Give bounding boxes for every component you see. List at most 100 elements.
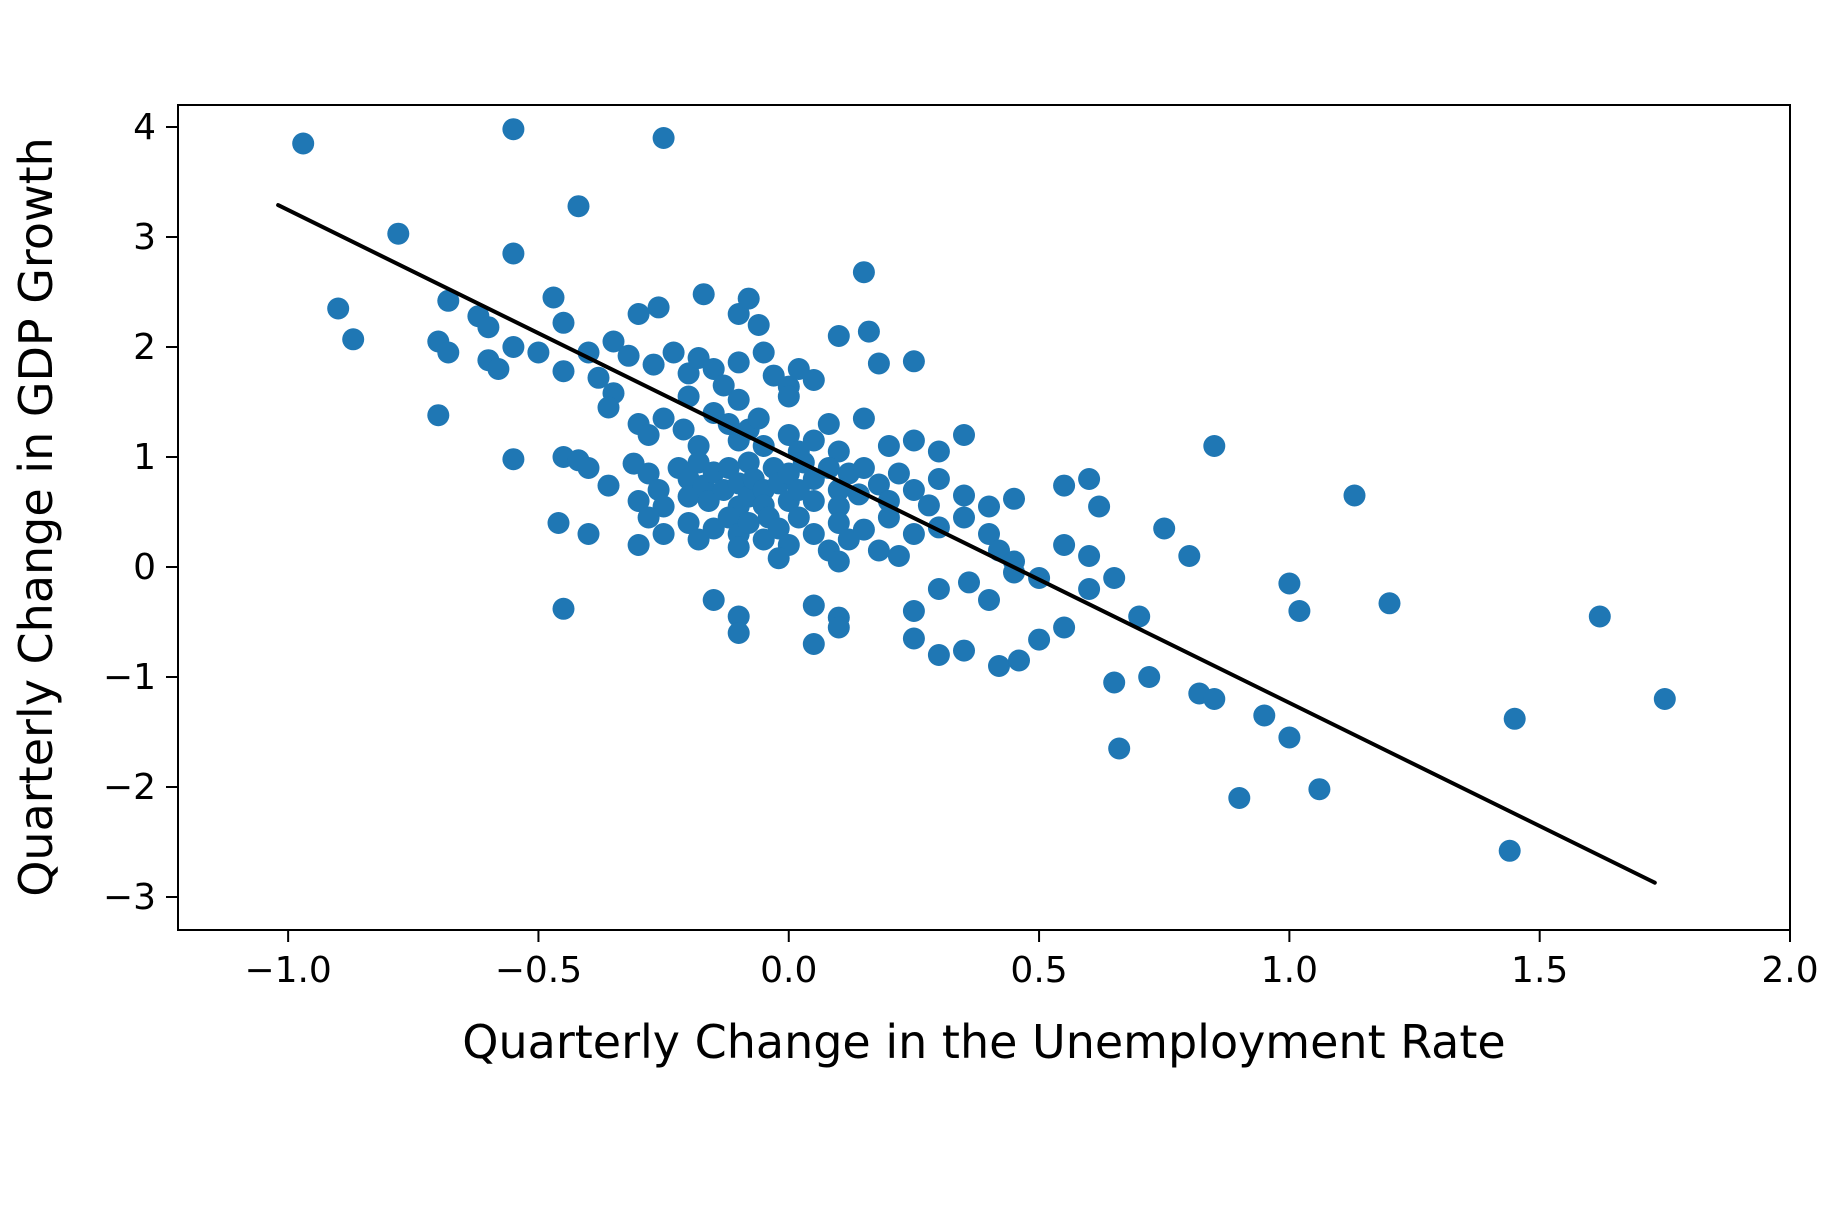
scatter-point (1203, 435, 1226, 457)
scatter-point (652, 127, 675, 149)
y-tick-label: 1 (133, 437, 156, 478)
scatter-point (677, 385, 700, 408)
scatter-point (677, 485, 700, 508)
scatter-point (802, 369, 825, 391)
scatter-point (597, 474, 620, 497)
scatter-point (958, 571, 980, 594)
scatter-point (652, 407, 675, 430)
plot-frame (177, 104, 1791, 931)
scatter-point (887, 545, 910, 567)
scatter-point (647, 479, 670, 501)
scatter-point (637, 462, 660, 485)
scatter-point (777, 385, 800, 408)
scatter-point (737, 512, 760, 534)
y-tick-label: 0 (133, 547, 156, 588)
scatter-point (877, 506, 900, 529)
scatter-point (1278, 726, 1301, 749)
scatter-point (552, 311, 575, 334)
scatter-point (1078, 578, 1101, 600)
scatter-point (887, 462, 910, 485)
scatter-point (953, 639, 975, 662)
scatter-point (867, 539, 890, 562)
scatter-point (747, 407, 770, 430)
scatter-point (917, 494, 940, 517)
scatter-point (702, 358, 725, 380)
scatter-point (527, 341, 550, 364)
scatter-point (852, 518, 875, 541)
scatter-point (953, 506, 975, 529)
x-tick-label: 1.0 (1261, 950, 1318, 991)
scatter-point (702, 589, 725, 611)
scatter-point (727, 536, 750, 559)
scatter-point (737, 451, 760, 474)
scatter-point (597, 396, 620, 419)
y-tick-label: −3 (103, 877, 156, 918)
scatter-point (852, 457, 875, 479)
plot-border (177, 104, 1791, 931)
scatter-point (978, 495, 1000, 518)
scatter-point (687, 528, 710, 551)
scatter-point (927, 440, 950, 463)
scatter-point (642, 353, 665, 376)
scatter-point (1053, 534, 1076, 556)
scatter-point (902, 523, 925, 545)
scatter-point (1588, 605, 1611, 628)
scatter-point (547, 512, 570, 534)
scatter-point (767, 517, 790, 540)
scatter-point (647, 296, 670, 319)
scatter-point (427, 404, 450, 427)
scatter-point (1103, 567, 1126, 589)
scatter-point (727, 605, 750, 628)
scatter-point (727, 622, 750, 644)
scatter-point (762, 364, 785, 387)
scatter-point (1078, 545, 1101, 567)
scatter-point (777, 424, 800, 446)
scatter-point (1078, 468, 1101, 490)
x-tick-label: 0.5 (1010, 950, 1067, 991)
scatter-point (292, 132, 315, 155)
scatter-point (1003, 561, 1025, 584)
scatter-point (1108, 737, 1131, 760)
scatter-point (802, 594, 825, 617)
scatter-point (1498, 839, 1521, 862)
scatter-point (1228, 787, 1251, 809)
y-tick-label: 4 (133, 107, 156, 148)
axis-ticks: −1.0 −0.5 0.0 0.5 1.0 1.5 2.0 −3 −2 −1 0 1 2 3 4 (103, 107, 1819, 991)
scatter-point (1653, 688, 1676, 710)
scatter-point (552, 360, 575, 383)
scatter-point (502, 118, 525, 141)
scatter-point (927, 468, 950, 490)
scatter-point (577, 457, 600, 479)
scatter-point (502, 242, 525, 265)
y-tick-label: −1 (103, 657, 156, 698)
scatter-point (567, 195, 590, 218)
scatter-point (1028, 628, 1051, 651)
scatter-point (1503, 707, 1526, 730)
scatter-point (852, 261, 875, 284)
scatter-point (802, 490, 825, 512)
scatter-point (502, 448, 525, 471)
scatter-point (387, 222, 410, 245)
x-tick-label: −1.0 (244, 950, 331, 991)
scatter-point (477, 316, 500, 339)
scatter-point (902, 479, 925, 501)
scatter-point (747, 314, 770, 336)
scatter-point (637, 424, 660, 446)
scatter-point (857, 320, 880, 343)
y-tick-label: 2 (133, 327, 156, 368)
scatter-point (1378, 592, 1401, 615)
scatter-point (502, 336, 525, 358)
trendline (276, 203, 1657, 885)
scatter-point (877, 435, 900, 457)
scatter-point (712, 374, 735, 397)
y-tick-label: −2 (103, 767, 156, 808)
scatter-point (827, 616, 850, 639)
scatter-point (487, 358, 510, 380)
y-tick-label: 3 (133, 217, 156, 258)
scatter-points (292, 118, 1676, 862)
scatter-point (542, 286, 565, 309)
scatter-point (737, 287, 760, 310)
scatter-point (1203, 688, 1226, 710)
